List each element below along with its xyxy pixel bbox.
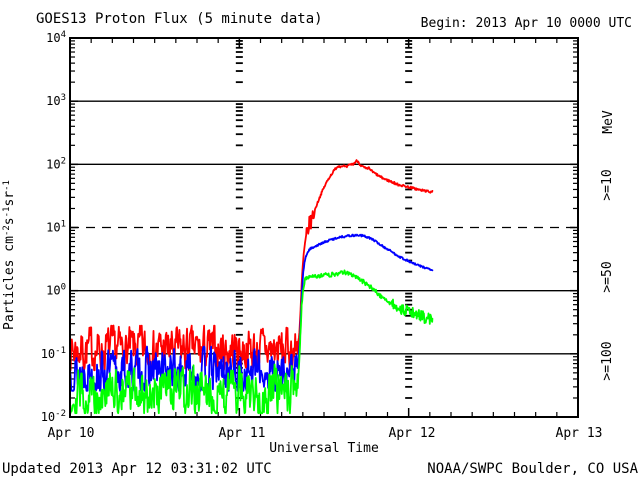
right-axis-unit-label: MeV <box>601 110 616 134</box>
begin-label: Begin: 2013 Apr 10 0000 UTC <box>421 16 632 31</box>
x-tick-label-apr11: Apr 11 <box>219 426 266 441</box>
y-tick-label: 100 <box>46 283 66 298</box>
footer-source: NOAA/SWPC Boulder, CO USA <box>427 461 638 477</box>
series-label-ge100: >=100 <box>600 341 615 380</box>
y-tick-label: 101 <box>46 220 66 235</box>
flux-trace-ge100 <box>70 269 434 415</box>
series-layer <box>70 159 434 415</box>
plot-frame <box>69 37 579 418</box>
y-tick-label: 10-2 <box>41 409 66 424</box>
x-tick-label-apr10: Apr 10 <box>48 426 95 441</box>
y-axis-title-text: Particles cm-2s-1sr-1 <box>2 180 17 330</box>
series-label-ge10: >=10 <box>600 169 615 200</box>
series-label-ge50: >=50 <box>600 261 615 292</box>
footer-updated: Updated 2013 Apr 12 03:31:02 UTC <box>2 461 272 477</box>
y-axis-title: Particles cm-2s-1sr-1 <box>2 180 17 330</box>
y-tick-label: 102 <box>46 156 66 171</box>
y-axis-labels: 104 103 102 101 100 10-1 10-2 <box>41 30 66 424</box>
x-tick-label-apr13: Apr 13 <box>556 426 603 441</box>
chart-title: GOES13 Proton Flux (5 minute data) <box>36 11 323 27</box>
x-tick-label-apr12: Apr 12 <box>389 426 436 441</box>
flux-trace-ge10 <box>70 159 434 372</box>
y-tick-label: 104 <box>46 30 66 45</box>
x-axis-title: Universal Time <box>269 441 379 456</box>
flux-trace-ge50 <box>70 233 434 392</box>
y-tick-label: 10-1 <box>41 346 66 361</box>
y-tick-label: 103 <box>46 93 66 108</box>
